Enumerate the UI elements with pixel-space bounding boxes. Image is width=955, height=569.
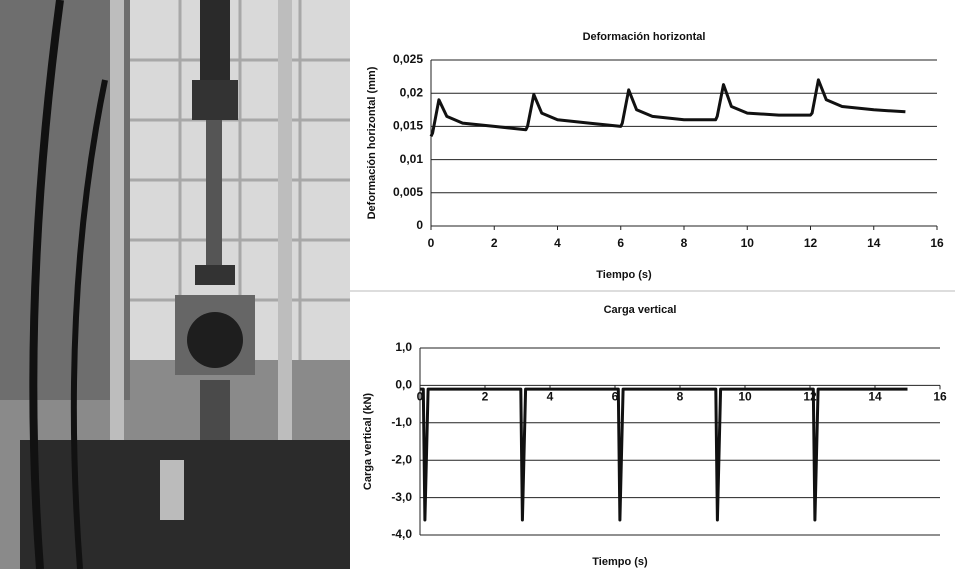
- y-tick-label: 0,01: [400, 152, 424, 166]
- x-tick-label: 8: [677, 390, 684, 404]
- x-tick-label: 10: [738, 390, 752, 404]
- y-tick-label: -2,0: [391, 452, 412, 466]
- x-tick-label: 16: [933, 390, 947, 404]
- x-tick-label: 2: [482, 390, 489, 404]
- x-tick-label: 12: [804, 236, 818, 250]
- data-line: [429, 78, 906, 138]
- y-tick-label: 0,015: [393, 119, 423, 133]
- x-tick-label: 0: [417, 390, 424, 404]
- y-tick-label: -3,0: [391, 490, 412, 504]
- x-tick-label: 0: [428, 236, 435, 250]
- x-tick-label: 16: [930, 236, 944, 250]
- x-tick-label: 4: [554, 236, 561, 250]
- data-line: [420, 387, 908, 522]
- y-axis-label: Deformación horizontal (mm): [366, 66, 378, 219]
- y-tick-label: 1,0: [395, 340, 412, 354]
- y-tick-label: 0,02: [400, 85, 424, 99]
- y-tick-label: -1,0: [391, 415, 412, 429]
- y-tick-label: 0: [416, 218, 423, 232]
- y-tick-label: 0,005: [393, 185, 423, 199]
- x-axis-label: Tiempo (s): [592, 556, 648, 568]
- x-axis-label: Tiempo (s): [596, 269, 652, 281]
- x-tick-label: 8: [681, 236, 688, 250]
- x-tick-label: 14: [868, 390, 882, 404]
- y-axis-label: Carga vertical (kN): [362, 393, 374, 491]
- x-tick-label: 14: [867, 236, 881, 250]
- x-tick-label: 4: [547, 390, 554, 404]
- chart-title: Deformación horizontal: [583, 31, 706, 43]
- chart-title: Carga vertical: [604, 304, 677, 316]
- x-tick-label: 6: [612, 390, 619, 404]
- photo: [0, 0, 350, 569]
- y-tick-label: 0,0: [395, 378, 412, 392]
- x-tick-label: 2: [491, 236, 498, 250]
- y-tick-label: 0,025: [393, 52, 423, 66]
- y-tick-label: -4,0: [391, 527, 412, 541]
- x-tick-label: 6: [617, 236, 624, 250]
- x-tick-label: 10: [741, 236, 755, 250]
